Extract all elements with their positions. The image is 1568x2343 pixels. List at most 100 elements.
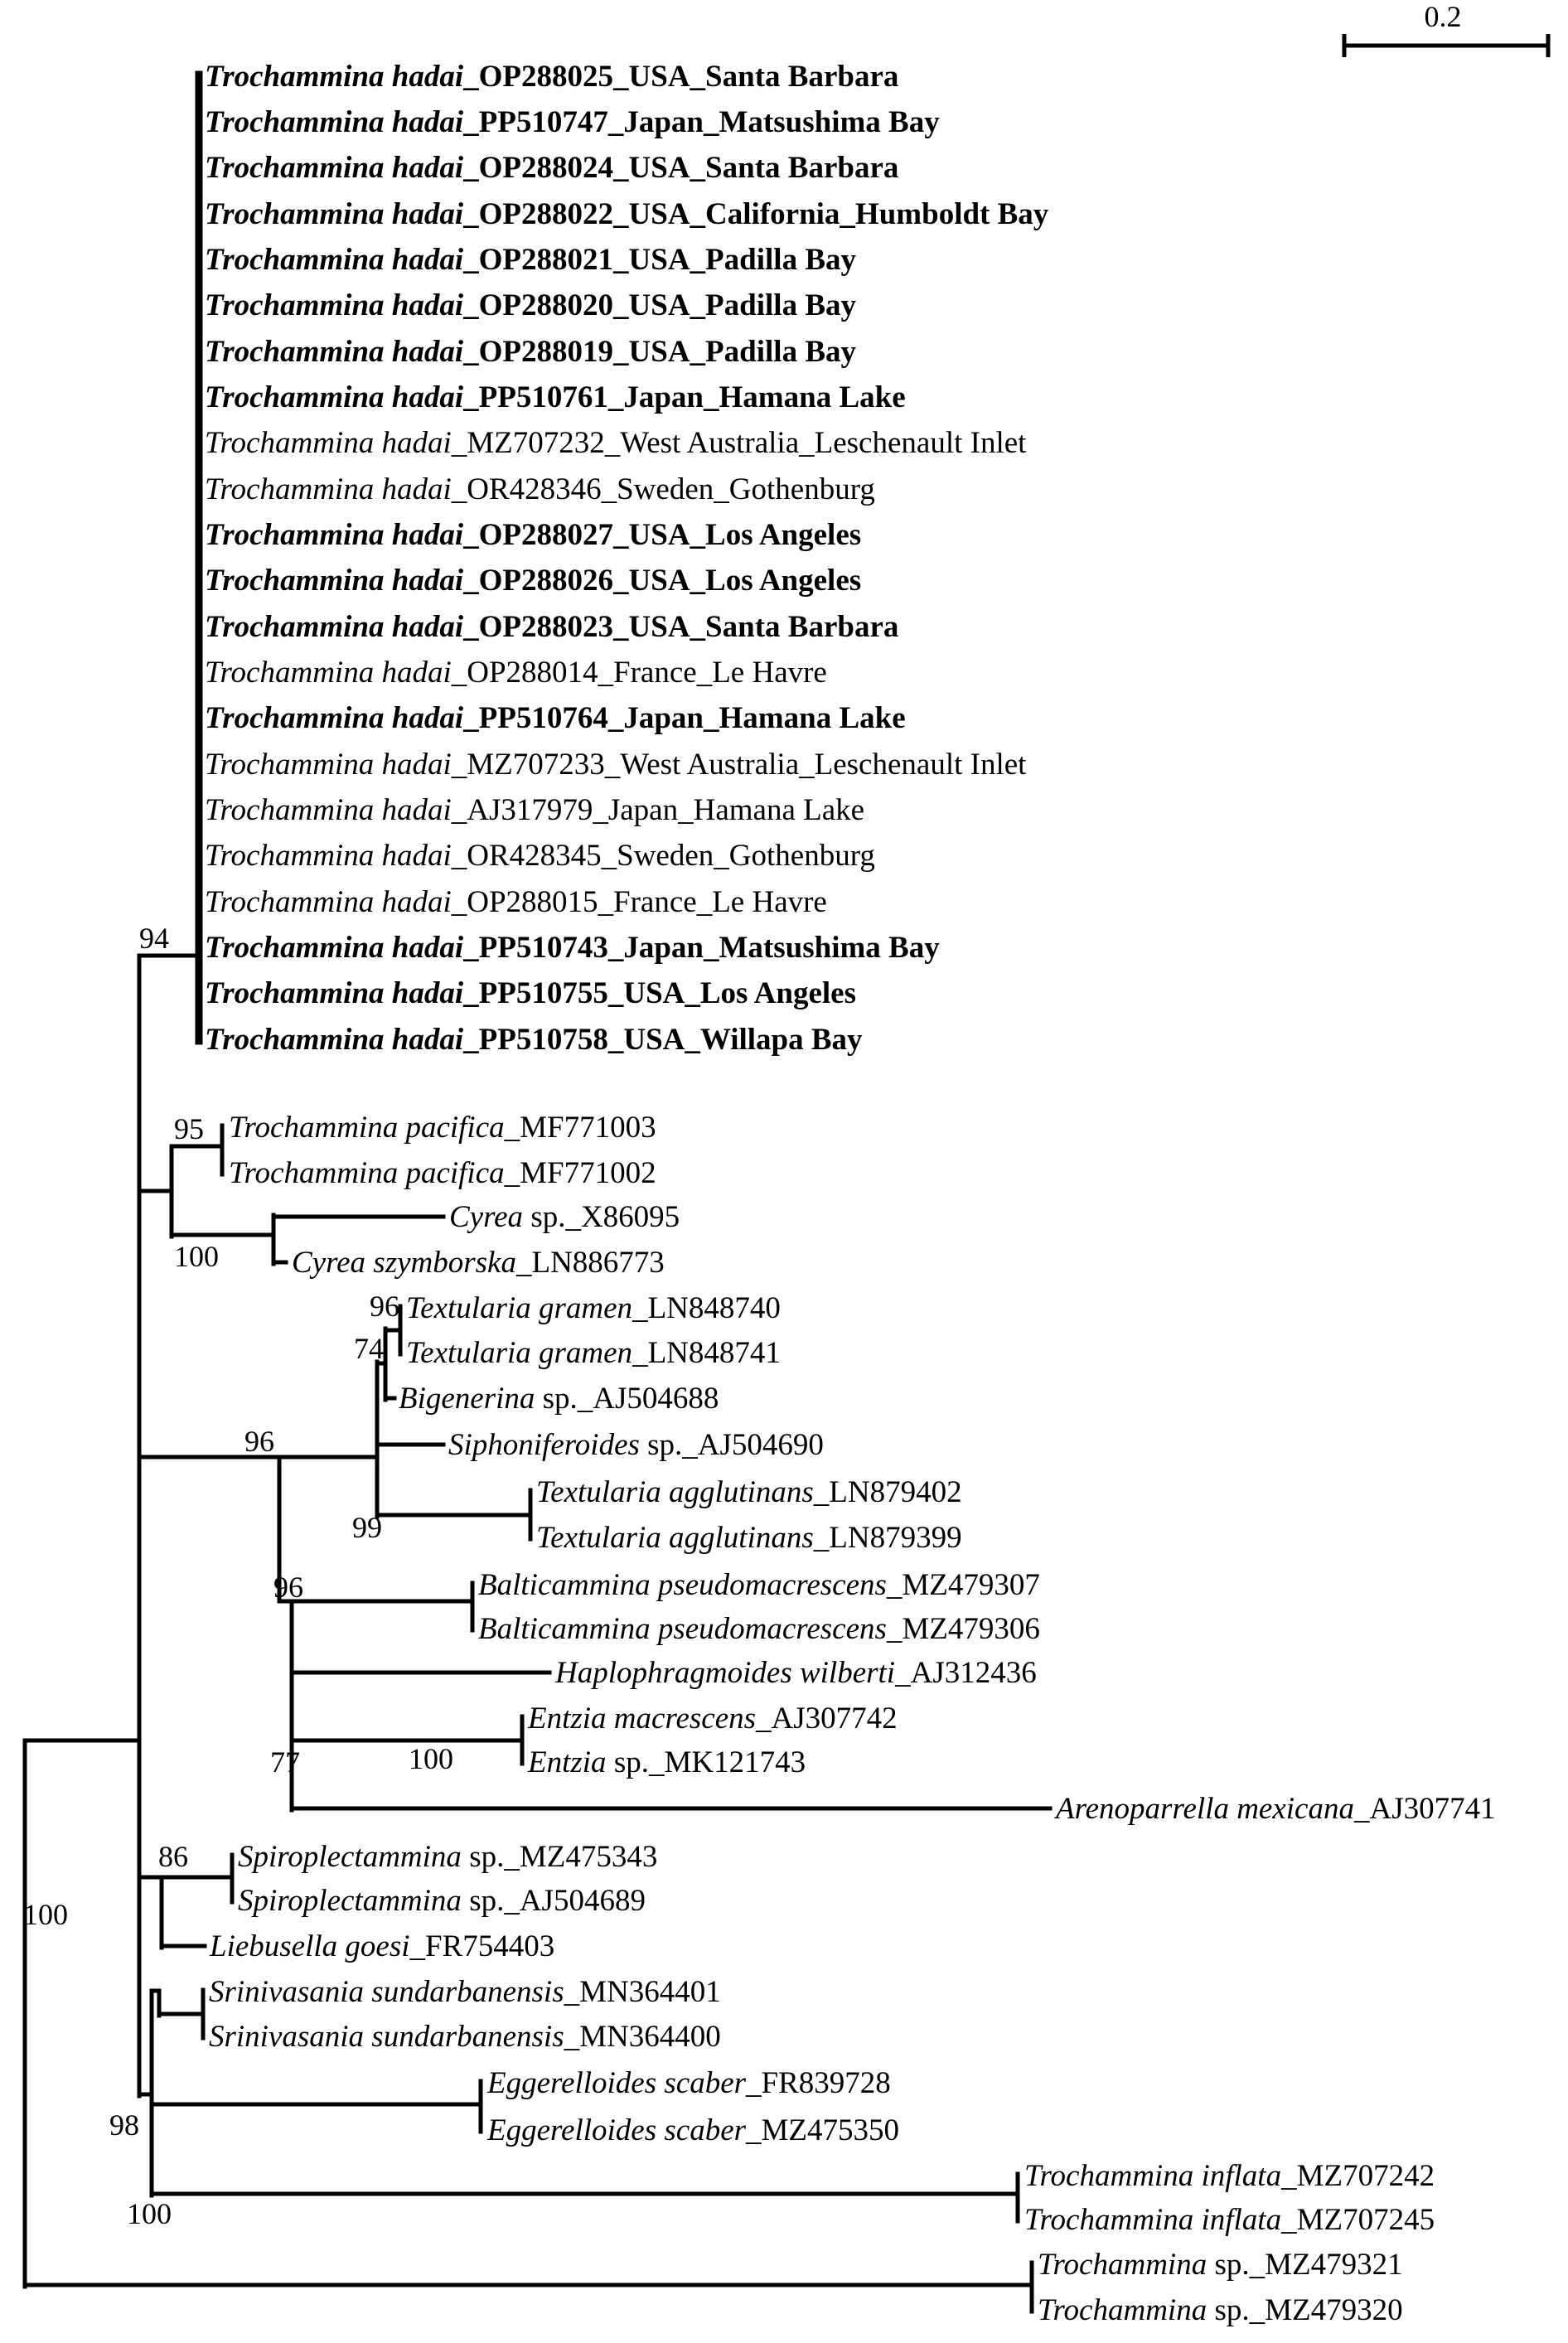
tip-label: Trochammina inflata_MZ707242 xyxy=(1024,2159,1435,2193)
tip-label: Trochammina hadai_OP288024_USA_Santa Bar… xyxy=(205,151,898,185)
tip-species-name: Trochammina pacifica xyxy=(229,1156,505,1190)
tip-label: Trochammina pacifica_MF771002 xyxy=(229,1156,656,1190)
bootstrap-value: 100 xyxy=(174,1240,219,1273)
tip-accession-locality: _LN879399 xyxy=(813,1521,962,1555)
tip-species-name: Trochammina hadai xyxy=(205,656,452,690)
tip-accession-locality: _MZ707232_West Australia_Leschenault Inl… xyxy=(451,426,1027,460)
tip-species-name: Textularia agglutinans xyxy=(536,1521,814,1555)
tip-accession-locality: sp._MZ475343 xyxy=(462,1840,657,1874)
tip-species-name: Balticammina pseudomacrescens xyxy=(478,1568,887,1602)
tip-accession-locality: _OP288015_France_Le Havre xyxy=(451,885,827,919)
tip-species-name: Srinivasania sundarbanensis xyxy=(209,1975,564,2009)
tip-accession-locality: _OP288026_USA_Los Angeles xyxy=(462,564,861,598)
tip-species-name: Cyrea xyxy=(449,1200,523,1234)
tip-label: Eggerelloides scaber_MZ475350 xyxy=(486,2113,899,2147)
tip-accession-locality: _MN364401 xyxy=(564,1975,721,2009)
tip-species-name: Trochammina hadai xyxy=(205,931,464,965)
bootstrap-value: 96 xyxy=(273,1571,303,1604)
tip-accession-locality: _OP288014_France_Le Havre xyxy=(451,656,827,690)
tip-accession-locality: _OP288021_USA_Padilla Bay xyxy=(462,243,856,277)
tip-species-name: Trochammina hadai xyxy=(205,335,464,369)
tip-label: Spiroplectammina sp._AJ504689 xyxy=(238,1884,646,1918)
tip-species-name: Textularia gramen xyxy=(406,1291,632,1325)
bootstrap-value: 86 xyxy=(158,1840,188,1873)
tip-accession-locality: _OP288025_USA_Santa Barbara xyxy=(462,60,898,94)
tip-label: Trochammina hadai_PP510743_Japan_Matsush… xyxy=(205,931,940,965)
tip-accession-locality: _AJ307742 xyxy=(755,1702,898,1735)
tip-label: Entzia sp._MK121743 xyxy=(527,1745,806,1779)
tip-label: Cyrea sp._X86095 xyxy=(449,1200,680,1234)
tip-accession-locality: _LN848741 xyxy=(632,1336,781,1370)
tip-accession-locality: _OP288019_USA_Padilla Bay xyxy=(462,335,856,369)
tip-label: Eggerelloides scaber_FR839728 xyxy=(486,2066,891,2100)
tip-label: Trochammina sp._MZ479320 xyxy=(1038,2293,1403,2327)
tip-accession-locality: sp._MZ479321 xyxy=(1207,2248,1402,2282)
tip-label: Siphoniferoides sp._AJ504690 xyxy=(448,1428,824,1462)
tip-label: Trochammina hadai_OP288019_USA_Padilla B… xyxy=(205,335,857,369)
tip-label: Spiroplectammina sp._MZ475343 xyxy=(238,1840,657,1874)
tip-species-name: Textularia agglutinans xyxy=(536,1475,814,1509)
tip-species-name: Trochammina hadai xyxy=(205,748,452,782)
tip-label: Textularia gramen_LN848741 xyxy=(406,1336,781,1370)
tip-accession-locality: sp._AJ504690 xyxy=(640,1428,824,1462)
tip-label: Trochammina hadai_OP288025_USA_Santa Bar… xyxy=(205,60,898,94)
tip-label: Cyrea szymborska_LN886773 xyxy=(292,1246,665,1280)
tip-species-name: Trochammina hadai xyxy=(205,976,464,1010)
tip-accession-locality: _AJ317979_Japan_Hamana Lake xyxy=(451,793,864,827)
tip-label: Trochammina hadai_PP510747_Japan_Matsush… xyxy=(205,105,940,139)
tip-accession-locality: _FR754403 xyxy=(409,1929,555,1963)
tip-accession-locality: _LN886773 xyxy=(515,1246,665,1280)
tip-accession-locality: _AJ312436 xyxy=(894,1656,1037,1690)
tip-species-name: Entzia macrescens xyxy=(527,1702,756,1735)
tip-species-name: Trochammina hadai xyxy=(205,151,464,185)
tip-accession-locality: _OP288024_USA_Santa Barbara xyxy=(462,151,898,185)
tip-accession-locality: sp._MK121743 xyxy=(607,1745,806,1779)
tip-species-name: Trochammina hadai xyxy=(205,564,464,598)
tip-species-name: Spiroplectammina xyxy=(238,1884,462,1918)
tip-label: Trochammina hadai_MZ707233_West Australi… xyxy=(205,748,1027,782)
tip-label: Trochammina inflata_MZ707245 xyxy=(1024,2203,1435,2237)
tip-label: Textularia gramen_LN848740 xyxy=(406,1291,781,1325)
tip-accession-locality: _PP510747_Japan_Matsushima Bay xyxy=(462,105,940,139)
tip-label: Entzia macrescens_AJ307742 xyxy=(527,1702,898,1735)
tip-label: Trochammina hadai_OR428346_Sweden_Gothen… xyxy=(205,472,875,506)
tip-accession-locality: _FR839728 xyxy=(745,2066,891,2100)
tip-label: Trochammina hadai_PP510758_USA_Willapa B… xyxy=(205,1023,863,1057)
tip-label: Trochammina hadai_PP510761_Japan_Hamana … xyxy=(205,380,906,414)
tip-label: Trochammina hadai_OP288015_France_Le Hav… xyxy=(205,885,827,919)
tip-species-name: Trochammina hadai xyxy=(205,380,464,414)
tip-label: Bigenerina sp._AJ504688 xyxy=(399,1382,719,1416)
tip-accession-locality: sp._X86095 xyxy=(523,1200,680,1234)
tip-species-name: Cyrea szymborska xyxy=(292,1246,516,1280)
tip-accession-locality: _LN879402 xyxy=(813,1475,962,1509)
tip-species-name: Liebusella goesi xyxy=(209,1929,410,1963)
tip-accession-locality: _PP510743_Japan_Matsushima Bay xyxy=(462,931,940,965)
tip-species-name: Trochammina xyxy=(1038,2293,1207,2327)
tip-accession-locality: _MZ707242 xyxy=(1280,2159,1435,2193)
tip-species-name: Textularia gramen xyxy=(406,1336,632,1370)
tip-label: Arenoparrella mexicana_AJ307741 xyxy=(1053,1792,1496,1826)
tip-accession-locality: _AJ307741 xyxy=(1353,1792,1496,1826)
tip-label: Trochammina hadai_OP288021_USA_Padilla B… xyxy=(205,243,857,277)
tip-species-name: Trochammina hadai xyxy=(205,60,464,94)
tip-species-name: Haplophragmoides wilberti xyxy=(554,1656,895,1690)
tip-label: Srinivasania sundarbanensis_MN364400 xyxy=(209,2020,721,2054)
tip-species-name: Srinivasania sundarbanensis xyxy=(209,2020,564,2054)
tip-label: Trochammina hadai_MZ707232_West Australi… xyxy=(205,426,1027,460)
tip-label: Textularia agglutinans_LN879402 xyxy=(536,1475,962,1509)
bootstrap-value: 96 xyxy=(370,1290,399,1323)
bootstrap-value: 100 xyxy=(409,1742,453,1775)
tip-accession-locality: _MF771003 xyxy=(504,1111,656,1145)
bootstrap-value: 96 xyxy=(244,1425,274,1458)
tip-accession-locality: _MZ707233_West Australia_Leschenault Inl… xyxy=(451,748,1027,782)
tip-label: Trochammina hadai_OP288022_USA_Californi… xyxy=(205,197,1049,231)
tip-species-name: Siphoniferoides xyxy=(448,1428,640,1462)
tip-label: Srinivasania sundarbanensis_MN364401 xyxy=(209,1975,721,2009)
tip-accession-locality: _MZ707245 xyxy=(1280,2203,1435,2237)
tip-label: Trochammina hadai_OP288023_USA_Santa Bar… xyxy=(205,610,898,644)
tip-accession-locality: _PP510755_USA_Los Angeles xyxy=(462,976,856,1010)
tip-accession-locality: sp._MZ479320 xyxy=(1207,2293,1402,2327)
bootstrap-value: 95 xyxy=(174,1112,204,1145)
